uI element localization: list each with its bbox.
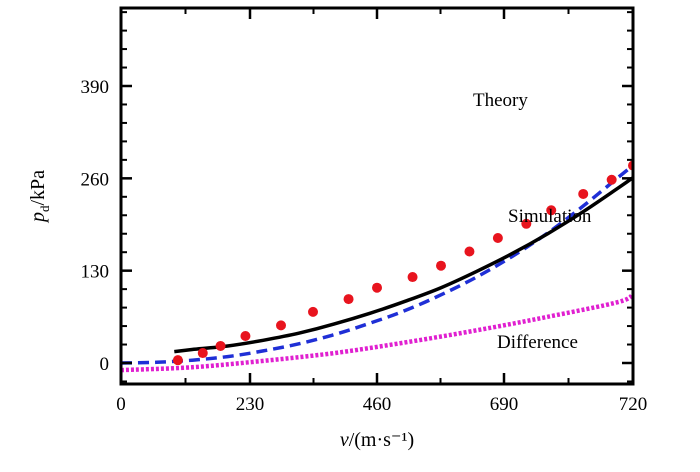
simulation-point <box>172 355 183 366</box>
simulation-point <box>343 294 354 305</box>
points-layer <box>172 114 698 366</box>
simulation-point <box>521 218 532 229</box>
simulation-point <box>649 144 659 154</box>
simulation-point <box>215 340 226 351</box>
theory-label: Theory <box>473 90 528 111</box>
simulation-point <box>688 114 698 124</box>
simulation-point <box>674 129 684 139</box>
x-tick-label: 230 <box>236 394 265 415</box>
annotations-layer: Theory Simulation Difference <box>473 90 592 353</box>
difference-curve <box>121 292 633 373</box>
simulation-point <box>464 246 475 257</box>
ticks-layer <box>119 8 635 384</box>
simulation-point <box>308 306 318 317</box>
x-tick-label: 690 <box>490 394 519 415</box>
simulation-point <box>372 282 382 293</box>
simulation-point <box>492 232 503 243</box>
difference-label: Difference <box>497 332 578 353</box>
y-tick-label: 260 <box>81 169 110 190</box>
theory-curve <box>121 164 633 365</box>
y-axis-title: pd/kPa <box>27 170 52 224</box>
tick-labels-layer: 0 130 260 390 0 230 460 690 720 <box>81 77 648 415</box>
simulation-point <box>407 272 418 283</box>
simulation-point <box>276 320 286 331</box>
x-tick-label: 460 <box>363 394 392 415</box>
x-axis-title: v/(m·s⁻¹) <box>340 429 414 451</box>
x-tick-label: 0 <box>116 394 126 415</box>
simulation-point <box>606 174 617 185</box>
curves-layer <box>121 164 633 373</box>
y-tick-label: 130 <box>81 262 110 283</box>
x-tick-label: 720 <box>619 394 648 415</box>
simulation-point <box>436 260 446 271</box>
plot-frame <box>119 6 635 386</box>
y-tick-label: 0 <box>100 354 110 375</box>
simulation-point <box>546 205 557 216</box>
simulation-curve <box>174 175 633 354</box>
simulation-label: Simulation <box>508 206 592 227</box>
y-tick-label: 390 <box>81 77 110 98</box>
simulation-point <box>197 348 208 359</box>
simulation-point <box>578 188 589 199</box>
simulation-point <box>240 331 251 342</box>
